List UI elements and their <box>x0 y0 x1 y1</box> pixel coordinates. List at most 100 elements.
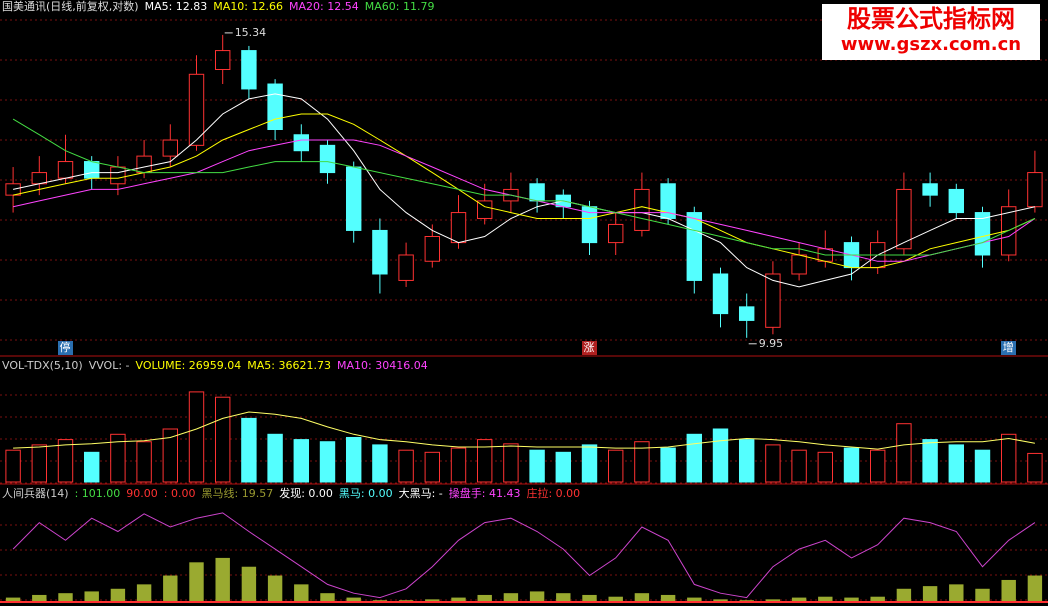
candle-body <box>162 139 179 157</box>
volume-bar <box>345 436 362 483</box>
volume-bar <box>450 447 467 483</box>
legend-item: VOL-TDX(5,10) <box>2 359 83 372</box>
indicator-bar <box>529 591 545 602</box>
indicator-bar <box>346 597 361 602</box>
volume-bar <box>817 451 834 483</box>
indicator-bar <box>294 584 309 602</box>
watermark-title: 股票公式指标网 <box>847 5 1015 33</box>
legend-item: 黑马线: 19.57 <box>201 487 274 500</box>
volume-bar <box>581 444 598 483</box>
volume-legend: VOL-TDX(5,10) VVOL: - VOLUME: 26959.04 MA5:… <box>2 359 428 373</box>
candle-body <box>948 188 965 214</box>
volume-bar <box>372 444 388 483</box>
legend-item: MA10: 30416.04 <box>336 359 428 372</box>
candle-body <box>1027 172 1043 208</box>
candle-body <box>372 229 388 275</box>
candle-body <box>791 254 807 275</box>
volume-bar <box>503 443 519 483</box>
candle-body <box>529 183 545 202</box>
volume-bar <box>398 449 414 483</box>
candle-body <box>31 172 48 185</box>
volume-bar <box>607 449 624 483</box>
volume-bar <box>555 451 572 483</box>
indicator-bar <box>5 597 21 602</box>
ma-line <box>12 93 1036 288</box>
candle-body <box>686 212 703 281</box>
volume-bar <box>293 439 310 483</box>
volume-bar <box>188 391 205 483</box>
price-annotation: 9.95 <box>759 337 784 350</box>
candle-body <box>974 212 991 256</box>
candle-body <box>634 188 650 231</box>
volume-bar <box>5 449 21 483</box>
legend-item: : 0.00 <box>163 487 196 500</box>
signal-marker: 增 <box>1000 341 1016 355</box>
signal-marker: 涨 <box>581 341 597 355</box>
candle-body <box>214 50 231 70</box>
legend-item: MA60: 11.79 <box>364 0 435 13</box>
volume-bar <box>686 433 703 483</box>
candle-body <box>345 166 362 231</box>
price-annotation: 15.34 <box>235 26 267 39</box>
candle-body <box>476 200 493 219</box>
volume-bar <box>896 423 912 483</box>
indicator-bar <box>870 596 885 602</box>
volume-bar <box>83 451 100 483</box>
indicator-bar <box>687 597 702 602</box>
indicator-bar <box>503 593 519 602</box>
indicator-bar <box>791 597 807 602</box>
legend-item: 大黑马: - <box>398 487 443 500</box>
legend-item: 人间兵器(14) <box>2 487 69 500</box>
candle-body <box>83 161 100 179</box>
indicator-bar <box>818 596 833 602</box>
volume-bar <box>634 441 650 483</box>
indicator-bar <box>58 593 73 602</box>
indicator-line <box>12 512 1036 599</box>
candle-body <box>738 306 755 321</box>
volume-bar <box>738 439 755 483</box>
volume-bar <box>267 433 283 483</box>
indicator-bar <box>136 584 152 602</box>
indicator-bar <box>189 562 204 602</box>
candle-body <box>450 212 467 244</box>
indicator-bar <box>844 597 859 602</box>
legend-item: : 101.00 <box>74 487 121 500</box>
indicator-bar <box>163 575 178 602</box>
legend-item: 庄拉: 0.00 <box>526 487 581 500</box>
indicator-bar <box>84 591 99 602</box>
volume-bar <box>974 449 991 483</box>
volume-bar <box>712 428 729 483</box>
legend-item: MA5: 12.83 <box>144 0 208 13</box>
stock-title: 国美通讯(日线,前复权,对数) <box>2 0 139 13</box>
candle-body <box>319 144 336 174</box>
indicator-bar <box>713 599 728 602</box>
candle-body <box>922 183 938 196</box>
candle-body <box>607 223 624 244</box>
volume-bar <box>424 451 441 483</box>
indicator-bar <box>660 594 676 602</box>
volume-bar <box>843 447 860 483</box>
volume-ma-line <box>13 411 1035 450</box>
indicator-bar <box>922 586 938 602</box>
indicator-bar <box>425 599 440 602</box>
candle-body <box>293 134 310 152</box>
legend-item: 黑马: 0.00 <box>338 487 393 500</box>
indicator-bar <box>215 557 230 602</box>
volume-bar <box>922 439 938 483</box>
volume-bar <box>241 417 257 483</box>
indicator-bar <box>1001 579 1016 602</box>
indicator-bar <box>32 594 47 602</box>
volume-bar <box>57 439 74 483</box>
candle-body <box>424 235 441 262</box>
indicator-bar <box>556 593 571 602</box>
volume-bar <box>136 441 152 483</box>
volume-bar <box>869 449 886 483</box>
candle-body <box>57 161 74 179</box>
legend-item: MA5: 36621.73 <box>247 359 331 372</box>
indicator-bar <box>896 588 912 602</box>
legend-item: MA10: 12.66 <box>213 0 284 13</box>
ma-line <box>12 113 1036 269</box>
ma-line <box>12 118 1036 256</box>
